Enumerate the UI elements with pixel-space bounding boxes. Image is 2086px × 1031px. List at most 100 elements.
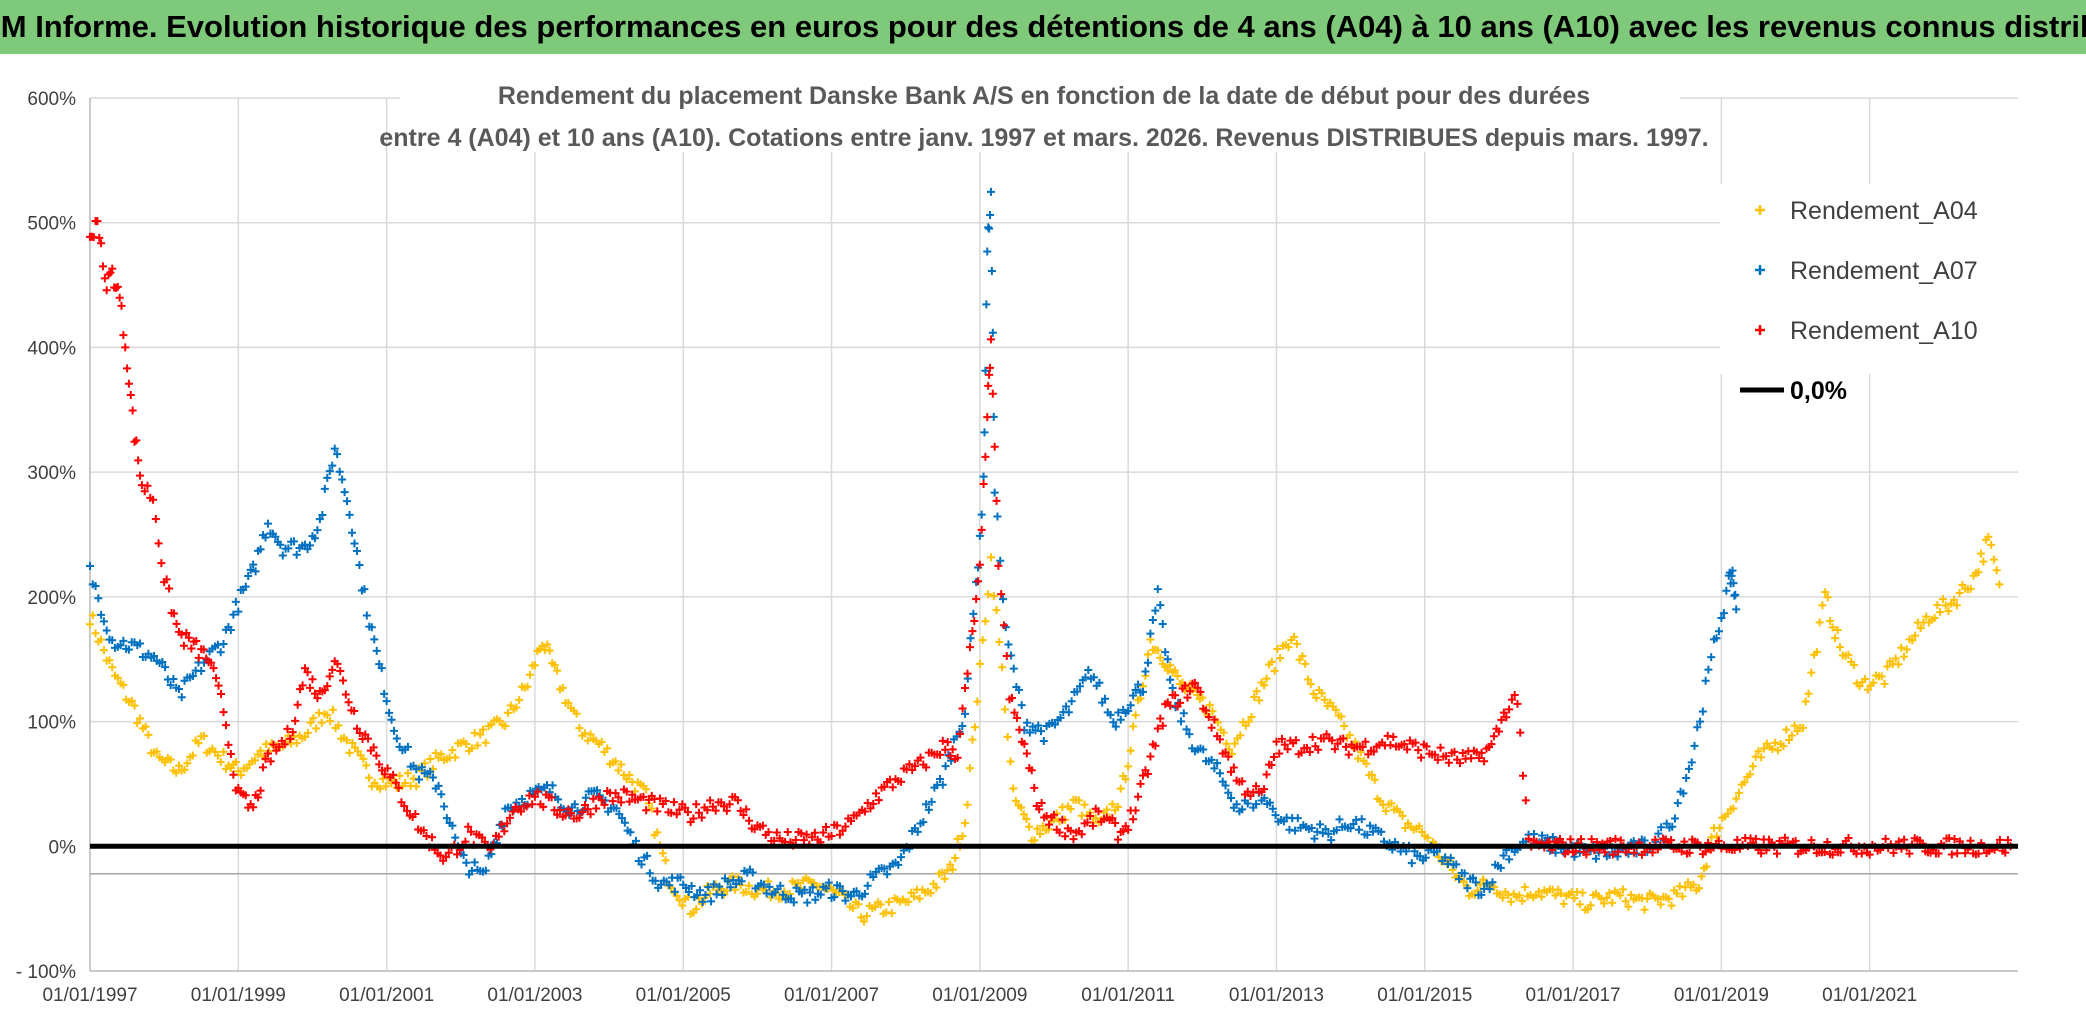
data-point [1346,824,1355,833]
data-point [973,577,982,586]
data-point [975,560,984,569]
data-point [1100,694,1109,703]
data-point [862,912,871,921]
data-point [665,881,674,890]
data-point [969,609,978,618]
data-point [1556,889,1565,898]
data-point [1485,885,1494,894]
data-point [1066,804,1075,813]
data-point [1950,835,1959,844]
data-point [183,759,192,768]
data-point [1780,833,1789,842]
data-point [166,755,175,764]
data-point [254,793,263,802]
data-point [256,786,265,795]
data-point [953,834,962,843]
data-point [1671,814,1680,823]
data-point [123,364,132,373]
data-point [182,629,191,638]
data-point [1833,625,1842,634]
data-point [1791,836,1800,845]
data-point [1502,713,1511,722]
data-point [1293,814,1302,823]
data-point [1381,806,1390,815]
data-point [1751,834,1760,843]
data-point [338,475,347,484]
data-point [1050,810,1058,819]
data-point [305,683,314,692]
data-point [547,793,556,802]
data-point [726,883,735,892]
legend-marker [1755,205,1765,215]
data-point [318,511,327,520]
data-point [821,822,830,831]
data-point [355,728,364,737]
data-point [1198,693,1207,702]
data-point [256,746,265,755]
data-point [715,882,724,891]
data-point [224,740,233,749]
data-point [1984,532,1993,541]
data-point [1291,826,1299,835]
data-point [1934,849,1943,858]
data-point [1487,740,1496,749]
data-point [1643,894,1652,903]
data-point [583,736,592,745]
data-point [841,896,850,905]
data-point [383,764,392,773]
data-point [1037,798,1046,807]
data-point [1106,710,1115,719]
data-point [166,681,175,690]
data-point [1138,687,1147,696]
data-point [1340,722,1349,731]
data-point [1714,836,1723,845]
y-tick-label: 400% [27,338,76,359]
data-point [983,413,992,422]
data-point [803,898,812,907]
data-point [1696,717,1705,726]
data-point [169,675,178,684]
data-point [263,749,272,758]
data-point [377,664,386,673]
data-point [333,659,342,668]
data-point [100,274,109,283]
data-point [683,808,692,817]
data-point [1116,715,1125,724]
data-point [115,293,124,302]
data-point [1757,753,1766,762]
data-point [703,806,712,815]
data-point [336,666,345,675]
data-point [1664,894,1673,903]
data-point [1640,905,1649,914]
data-point [1459,877,1468,886]
data-point [1436,743,1445,752]
data-point [495,716,504,725]
data-point [1773,746,1782,755]
data-point [1158,721,1167,730]
data-point [872,789,881,798]
data-point [99,617,108,626]
data-point [165,584,174,593]
data-point [1586,901,1595,910]
data-point [692,800,701,809]
data-point [1190,678,1199,687]
data-point [216,648,225,657]
data-point [1151,741,1160,750]
data-point [1729,579,1738,588]
data-point [177,630,186,639]
data-point [986,187,995,196]
x-tick-label: 01/01/2017 [1526,985,1621,1006]
data-point [1592,854,1600,863]
data-point [1015,725,1024,734]
data-point [985,224,994,233]
data-point [972,594,981,603]
data-point [298,681,307,690]
data-point [184,633,193,642]
data-point [303,728,312,737]
data-point [943,738,952,747]
data-point [328,461,337,470]
data-point [811,895,820,904]
data-point [1889,848,1898,857]
data-point [1080,800,1089,809]
data-point [1009,664,1018,673]
